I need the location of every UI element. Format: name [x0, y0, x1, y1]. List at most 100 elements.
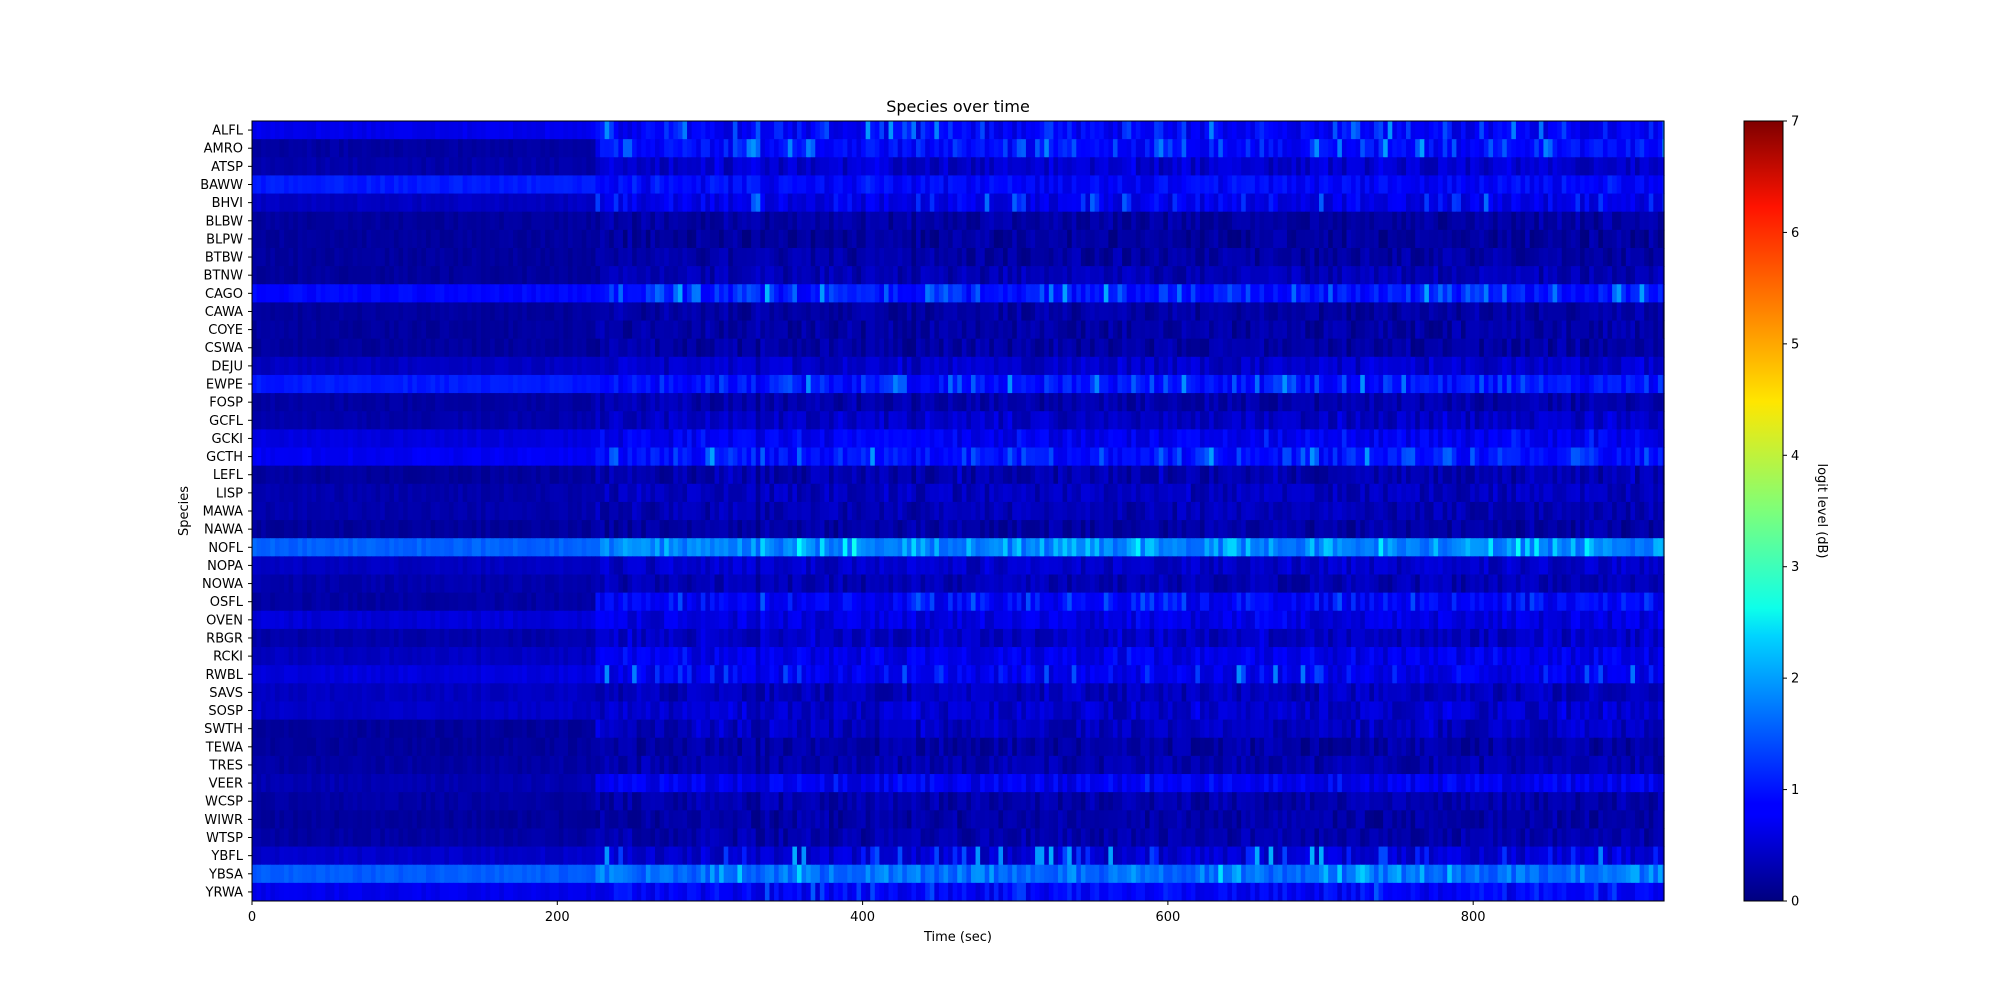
heatmap-cell — [426, 139, 432, 158]
heatmap-cell — [462, 302, 468, 322]
heatmap-cell — [664, 121, 670, 140]
heatmap-cell — [842, 320, 848, 340]
heatmap-cell — [279, 193, 285, 213]
heatmap-cell — [435, 356, 441, 376]
heatmap-cell — [943, 229, 949, 249]
heatmap-cell — [1607, 393, 1613, 412]
heatmap-cell — [549, 193, 555, 213]
heatmap-cell — [870, 356, 876, 376]
heatmap-cell — [1506, 320, 1512, 340]
heatmap-cell — [755, 338, 761, 358]
heatmap-cell — [1277, 175, 1283, 195]
heatmap-cell — [966, 266, 972, 285]
heatmap-cell — [810, 284, 816, 303]
heatmap-cell — [1071, 266, 1077, 285]
heatmap-cell — [1291, 193, 1297, 213]
heatmap-cell — [902, 157, 908, 176]
heatmap-cell — [421, 338, 427, 358]
heatmap-cell — [274, 374, 281, 394]
heatmap-cell — [1355, 338, 1361, 358]
heatmap-cell — [458, 338, 464, 358]
heatmap-cell — [1410, 374, 1416, 394]
heatmap-cell — [1547, 320, 1554, 340]
heatmap-cell — [535, 157, 542, 176]
heatmap-cell — [1135, 211, 1142, 231]
heatmap-cell — [480, 193, 487, 213]
heatmap-cell — [1222, 229, 1229, 249]
heatmap-cell — [632, 121, 638, 140]
heatmap-cell — [1273, 157, 1279, 176]
heatmap-cell — [590, 302, 597, 322]
heatmap-cell — [1575, 393, 1581, 412]
heatmap-cell — [329, 175, 336, 195]
heatmap-cell — [256, 121, 262, 140]
heatmap-cell — [1122, 247, 1128, 267]
heatmap-cell — [1218, 175, 1224, 195]
heatmap-cell — [1044, 320, 1050, 340]
heatmap-cell — [490, 393, 496, 412]
heatmap-cell — [1245, 229, 1251, 249]
heatmap-cell — [1607, 356, 1613, 376]
heatmap-cell — [545, 247, 551, 267]
heatmap-cell — [1575, 356, 1581, 376]
heatmap-cell — [934, 284, 940, 303]
heatmap-cell — [847, 284, 853, 303]
heatmap-cell — [925, 229, 931, 249]
heatmap-cell — [1598, 139, 1604, 158]
heatmap-cell — [274, 266, 281, 285]
heatmap-cell — [1195, 247, 1201, 267]
heatmap-cell — [1570, 175, 1577, 195]
heatmap-cell — [792, 320, 798, 340]
heatmap-cell — [1451, 320, 1457, 340]
heatmap-cell — [943, 266, 949, 285]
heatmap-cell — [311, 175, 317, 195]
heatmap-cell — [856, 393, 862, 412]
heatmap-cell — [728, 211, 734, 231]
heatmap-cell — [306, 411, 313, 430]
heatmap-cell — [989, 374, 995, 394]
heatmap-cell — [1657, 211, 1664, 231]
heatmap-cell — [1044, 302, 1050, 322]
heatmap-cell — [563, 211, 569, 231]
heatmap-cell — [1030, 193, 1036, 213]
heatmap-cell — [742, 320, 748, 340]
heatmap-cell — [801, 175, 807, 195]
heatmap-cell — [668, 320, 674, 340]
heatmap-cell — [1163, 229, 1169, 249]
heatmap-cell — [513, 121, 519, 140]
heatmap-cell — [403, 374, 409, 394]
heatmap-cell — [348, 393, 354, 412]
heatmap-cell — [563, 356, 569, 376]
heatmap-cell — [806, 284, 812, 303]
heatmap-cell — [1053, 193, 1059, 213]
heatmap-cell — [1515, 266, 1522, 285]
heatmap-cell — [691, 157, 697, 176]
heatmap-cell — [371, 302, 377, 322]
heatmap-cell — [1529, 320, 1535, 340]
heatmap-cell — [1433, 393, 1439, 412]
heatmap-cell — [879, 266, 885, 285]
heatmap-cell — [1007, 139, 1013, 158]
heatmap-cell — [1570, 211, 1577, 231]
heatmap-cell — [1520, 356, 1526, 376]
heatmap-cell — [1259, 356, 1265, 376]
heatmap-cell — [632, 229, 638, 249]
heatmap-cell — [256, 284, 262, 303]
heatmap-cell — [270, 302, 276, 322]
heatmap-cell — [1644, 193, 1650, 213]
heatmap-cell — [897, 393, 903, 412]
heatmap-cell — [856, 193, 862, 213]
heatmap-cell — [439, 139, 445, 158]
heatmap-cell — [925, 284, 931, 303]
heatmap-cell — [1025, 356, 1032, 376]
heatmap-cell — [558, 266, 564, 285]
heatmap-cell — [545, 266, 551, 285]
heatmap-cell — [398, 302, 404, 322]
heatmap-cell — [1648, 247, 1654, 267]
heatmap-cell — [1300, 302, 1306, 322]
heatmap-cell — [416, 284, 423, 303]
heatmap-cell — [503, 193, 510, 213]
heatmap-cell — [1314, 175, 1320, 195]
heatmap-cell — [709, 175, 716, 195]
heatmap-cell — [545, 211, 551, 231]
